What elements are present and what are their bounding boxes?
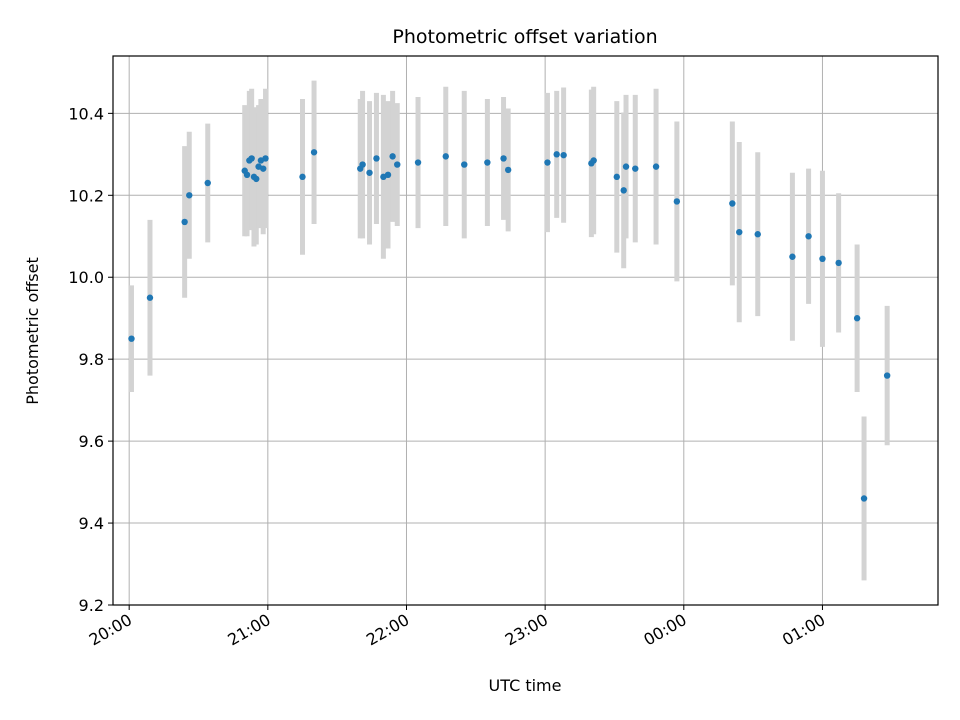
y-tick-label: 9.2	[79, 596, 104, 615]
data-point	[414, 159, 422, 166]
data-point	[461, 161, 468, 168]
data-point	[186, 192, 193, 199]
data-point	[504, 166, 512, 174]
data-point	[248, 155, 255, 162]
data-point	[253, 175, 260, 183]
y-tick-label: 9.8	[79, 350, 104, 369]
data-point	[835, 259, 842, 267]
data-point	[613, 173, 620, 181]
data-point	[373, 155, 380, 162]
data-point	[146, 294, 154, 301]
data-point	[389, 153, 396, 160]
data-point	[500, 155, 507, 162]
data-point	[366, 169, 373, 176]
data-point	[544, 159, 551, 166]
data-point	[620, 187, 627, 194]
data-point	[204, 179, 211, 187]
data-point	[860, 495, 868, 502]
y-tick-label: 9.6	[79, 432, 104, 451]
data-point	[560, 151, 567, 159]
data-point	[262, 155, 269, 162]
data-point	[394, 161, 401, 168]
data-point	[260, 165, 267, 172]
data-point	[632, 165, 639, 172]
data-point	[359, 161, 366, 168]
y-axis-label: Photometric offset	[23, 257, 42, 405]
y-tick-label: 10.4	[68, 104, 104, 123]
data-point	[484, 159, 491, 166]
data-point	[622, 163, 630, 170]
data-point	[853, 315, 861, 322]
data-point	[310, 149, 318, 156]
data-point	[243, 171, 251, 179]
data-point	[128, 335, 135, 342]
data-point	[442, 153, 449, 160]
data-point	[384, 171, 392, 179]
data-point	[181, 218, 188, 226]
chart-title: Photometric offset variation	[392, 26, 657, 48]
data-point	[590, 157, 597, 164]
data-point	[754, 231, 761, 238]
data-point	[883, 372, 891, 379]
data-point	[819, 255, 826, 263]
data-point	[789, 253, 796, 260]
data-point	[299, 173, 306, 181]
data-point	[729, 200, 736, 207]
grid-layer	[113, 56, 938, 606]
plot-frame	[112, 55, 939, 606]
point-layer	[128, 149, 891, 502]
y-tick-label: 9.4	[79, 514, 104, 533]
x-axis-label: UTC time	[489, 676, 562, 695]
data-point	[736, 228, 743, 236]
y-tick-label: 10.2	[68, 186, 104, 205]
data-point	[553, 151, 560, 158]
data-point	[805, 233, 812, 240]
data-point	[652, 163, 660, 170]
data-point	[673, 198, 681, 205]
y-tick-label: 10.0	[68, 268, 104, 287]
